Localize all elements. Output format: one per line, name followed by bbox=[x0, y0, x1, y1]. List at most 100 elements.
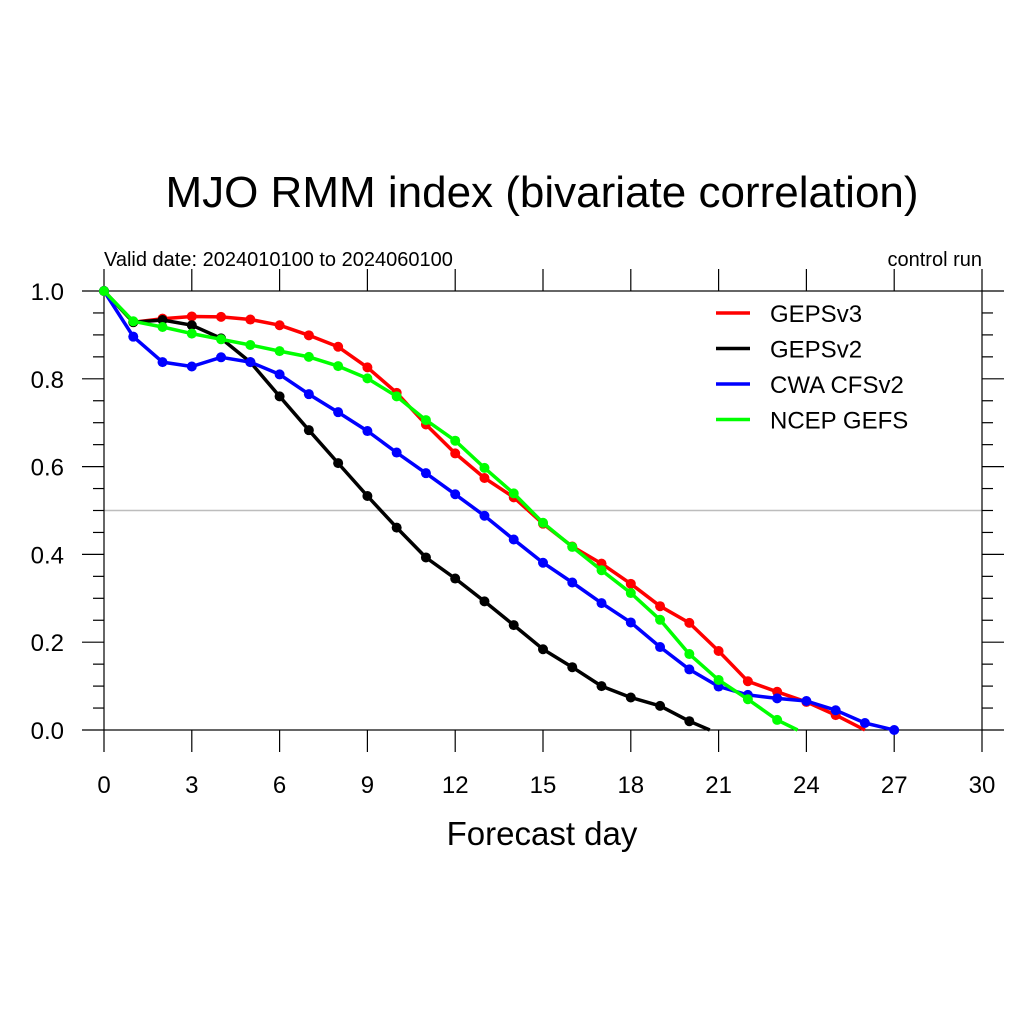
point-cwa-cfsv2 bbox=[889, 725, 900, 735]
point-gepsv2 bbox=[538, 644, 548, 655]
point-gepsv3 bbox=[186, 311, 197, 322]
x-tick-label: 9 bbox=[361, 772, 374, 799]
point-cwa-cfsv2 bbox=[684, 664, 695, 675]
point-gepsv3 bbox=[245, 314, 256, 325]
point-cwa-cfsv2 bbox=[801, 696, 812, 707]
series-line-cwa-cfsv2 bbox=[102, 290, 895, 732]
x-tick-label: 12 bbox=[442, 772, 469, 799]
point-ncep-gefs bbox=[567, 541, 578, 552]
point-ncep-gefs bbox=[742, 694, 753, 705]
point-gepsv3 bbox=[713, 645, 724, 656]
point-cwa-cfsv2 bbox=[420, 468, 431, 479]
x-tick-label: 0 bbox=[97, 772, 110, 799]
point-ncep-gefs bbox=[713, 674, 724, 685]
chart-subtitle-right: control run bbox=[888, 249, 983, 271]
point-ncep-gefs bbox=[420, 415, 431, 426]
point-cwa-cfsv2 bbox=[391, 447, 402, 458]
point-gepsv2 bbox=[420, 552, 431, 563]
point-gepsv2 bbox=[625, 692, 636, 703]
point-gepsv2 bbox=[508, 620, 519, 631]
point-cwa-cfsv2 bbox=[216, 352, 227, 363]
legend-label-gepsv2: GEPSv2 bbox=[770, 337, 862, 364]
point-ncep-gefs bbox=[625, 588, 636, 599]
point-cwa-cfsv2 bbox=[596, 598, 607, 609]
point-cwa-cfsv2 bbox=[538, 557, 548, 568]
point-ncep-gefs bbox=[538, 517, 548, 528]
point-gepsv2 bbox=[362, 491, 373, 502]
plot-area: 0 3 6 9 12 15 18 21 24 27 30 0.0 0.2 0.4 0.6 0.8 1.0 GEPS… bbox=[31, 269, 1004, 799]
point-gepsv2 bbox=[567, 662, 578, 673]
point-ncep-gefs bbox=[128, 316, 139, 327]
point-gepsv2 bbox=[157, 314, 168, 325]
y-tick-label: 0.4 bbox=[31, 542, 64, 569]
point-ncep-gefs bbox=[391, 391, 402, 402]
point-cwa-cfsv2 bbox=[508, 534, 519, 545]
point-gepsv2 bbox=[596, 681, 607, 692]
legend-label-gepsv3: GEPSv3 bbox=[770, 301, 862, 328]
legend-label-ncep-gefs: NCEP GEFS bbox=[770, 408, 908, 435]
point-cwa-cfsv2 bbox=[479, 510, 490, 521]
point-gepsv3 bbox=[333, 341, 344, 352]
point-ncep-gefs bbox=[596, 565, 607, 576]
point-gepsv2 bbox=[333, 458, 344, 469]
point-ncep-gefs bbox=[362, 373, 373, 384]
point-gepsv2 bbox=[391, 522, 402, 533]
point-gepsv3 bbox=[479, 473, 490, 484]
x-tick-label: 15 bbox=[530, 772, 557, 799]
x-tick-label: 6 bbox=[273, 772, 286, 799]
point-cwa-cfsv2 bbox=[245, 357, 256, 368]
point-cwa-cfsv2 bbox=[362, 426, 373, 437]
x-tick-label: 18 bbox=[617, 772, 644, 799]
point-cwa-cfsv2 bbox=[859, 717, 870, 728]
point-cwa-cfsv2 bbox=[567, 577, 578, 588]
point-ncep-gefs bbox=[99, 286, 109, 296]
point-cwa-cfsv2 bbox=[655, 642, 666, 653]
point-ncep-gefs bbox=[157, 321, 168, 332]
point-ncep-gefs bbox=[245, 339, 256, 350]
series-line-gepsv2 bbox=[102, 289, 711, 732]
legend-label-cwa-cfsv2: CWA CFSv2 bbox=[770, 372, 904, 399]
point-ncep-gefs bbox=[772, 714, 783, 725]
point-gepsv2 bbox=[450, 573, 461, 584]
point-ncep-gefs bbox=[450, 435, 461, 446]
point-cwa-cfsv2 bbox=[830, 705, 841, 716]
point-cwa-cfsv2 bbox=[186, 361, 197, 372]
point-ncep-gefs bbox=[333, 361, 344, 372]
point-gepsv3 bbox=[216, 311, 227, 322]
chart-title: MJO RMM index (bivariate correlation) bbox=[165, 168, 918, 217]
point-gepsv3 bbox=[742, 676, 753, 687]
point-cwa-cfsv2 bbox=[625, 617, 636, 628]
x-tick-label: 30 bbox=[969, 772, 996, 799]
x-tick-label: 21 bbox=[705, 772, 732, 799]
point-gepsv2 bbox=[479, 596, 490, 607]
point-ncep-gefs bbox=[216, 334, 227, 345]
point-ncep-gefs bbox=[186, 328, 197, 339]
point-cwa-cfsv2 bbox=[772, 693, 783, 704]
point-cwa-cfsv2 bbox=[128, 331, 139, 342]
point-cwa-cfsv2 bbox=[333, 407, 344, 418]
point-cwa-cfsv2 bbox=[274, 369, 285, 380]
x-tick-label: 24 bbox=[793, 772, 820, 799]
point-cwa-cfsv2 bbox=[450, 489, 461, 500]
point-gepsv3 bbox=[655, 601, 666, 612]
point-gepsv3 bbox=[362, 362, 373, 373]
point-gepsv3 bbox=[684, 617, 695, 628]
point-gepsv3 bbox=[625, 578, 636, 589]
point-ncep-gefs bbox=[655, 614, 666, 625]
point-gepsv3 bbox=[303, 330, 314, 341]
point-gepsv2 bbox=[303, 425, 314, 436]
point-gepsv2 bbox=[274, 391, 285, 402]
x-tick-label: 27 bbox=[881, 772, 908, 799]
point-gepsv3 bbox=[274, 320, 285, 331]
point-ncep-gefs bbox=[479, 462, 490, 473]
point-ncep-gefs bbox=[274, 346, 285, 357]
y-tick-label: 1.0 bbox=[31, 279, 64, 306]
point-ncep-gefs bbox=[303, 351, 314, 362]
y-tick-label: 0.6 bbox=[31, 455, 64, 482]
chart-subtitle-left: Valid date: 2024010100 to 2024060100 bbox=[104, 249, 453, 271]
y-tick-label: 0.0 bbox=[31, 718, 64, 745]
y-tick-label: 0.2 bbox=[31, 630, 64, 657]
point-cwa-cfsv2 bbox=[157, 357, 168, 368]
